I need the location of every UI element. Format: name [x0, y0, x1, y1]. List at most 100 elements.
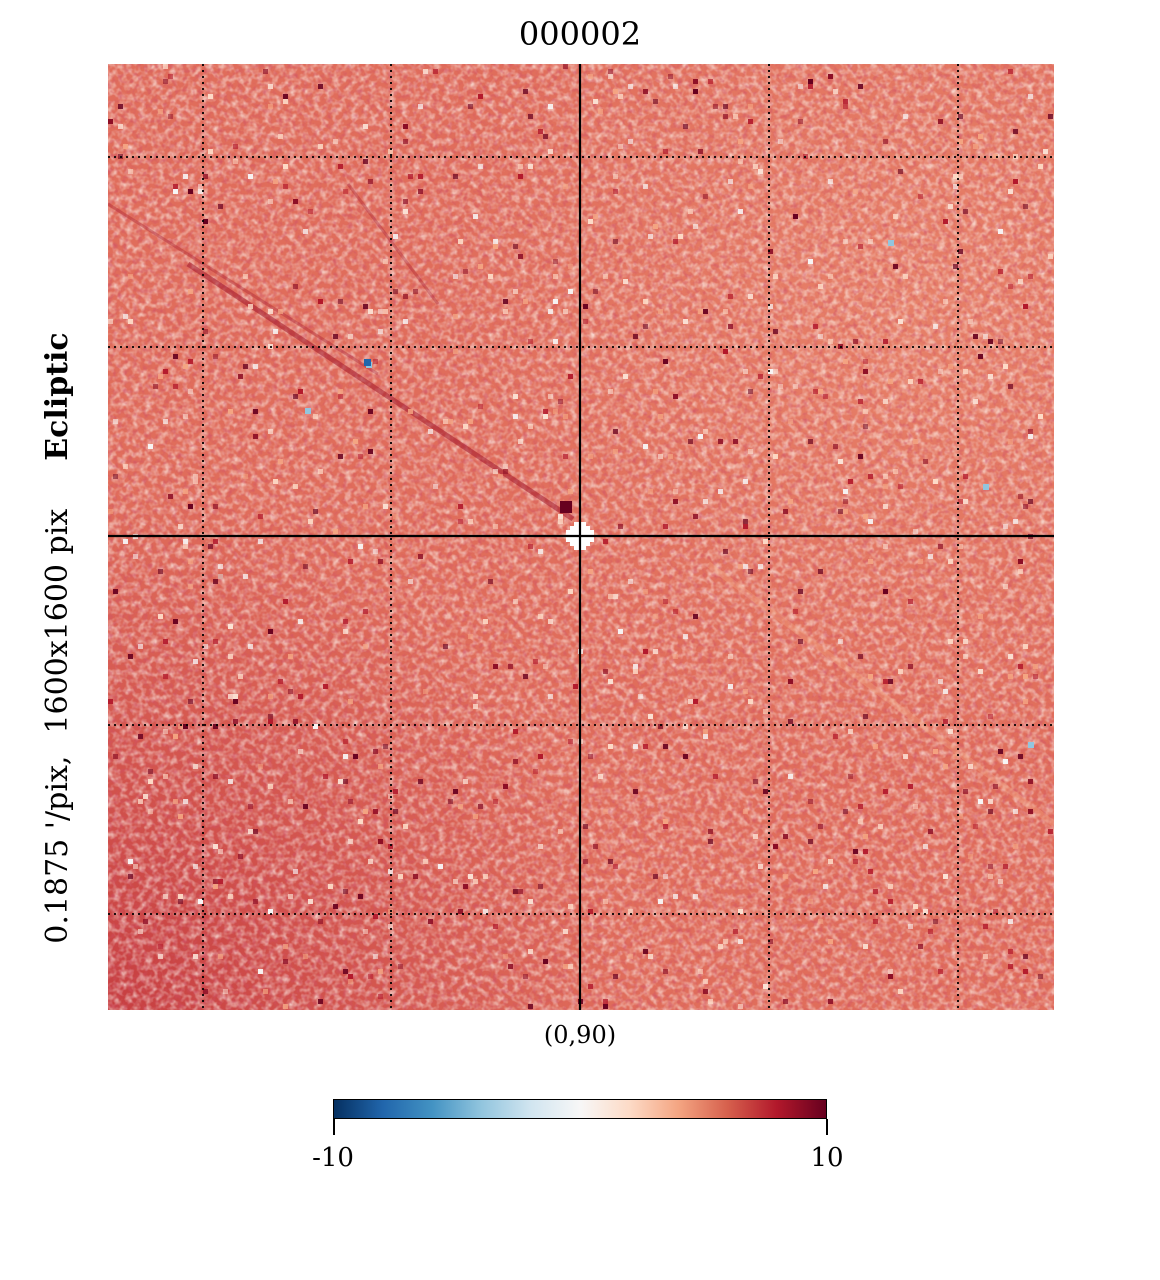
map-pixel: [163, 419, 168, 424]
map-pixel: [588, 754, 593, 759]
map-pixel: [973, 144, 978, 149]
map-pixel: [818, 284, 823, 289]
map-pixel: [453, 314, 458, 319]
map-pixel: [188, 389, 193, 394]
map-pixel: [253, 364, 258, 369]
map-pixel: [268, 309, 273, 314]
map-pixel: [503, 954, 508, 959]
map-pixel: [708, 839, 713, 844]
map-pixel: [853, 849, 858, 854]
map-pixel: [843, 489, 848, 494]
map-pixel: [478, 94, 483, 99]
map-pixel: [528, 164, 533, 169]
map-pixel: [543, 959, 548, 964]
map-pixel: [853, 859, 858, 864]
map-pixel: [958, 114, 963, 119]
map-pixel: [403, 294, 408, 299]
map-pixel: [743, 479, 748, 484]
map-pixel: [763, 789, 768, 794]
map-pixel: [1028, 94, 1033, 99]
map-pixel: [183, 724, 188, 729]
map-pixel: [623, 374, 628, 379]
map-pixel: [1023, 674, 1028, 679]
map-pixel: [348, 974, 353, 979]
map-pixel: [643, 89, 648, 94]
map-pixel: [563, 964, 568, 969]
map-pixel: [388, 869, 393, 874]
map-pixel: [268, 694, 273, 699]
map-pixel: [908, 924, 913, 929]
map-pixel: [853, 339, 858, 344]
map-pixel: [1028, 809, 1033, 814]
map-pixel: [368, 309, 373, 314]
map-pixel: [1023, 644, 1028, 649]
map-pixel: [293, 869, 298, 874]
map-pixel: [798, 589, 803, 594]
map-pixel: [998, 229, 1003, 234]
map-pixel: [528, 339, 533, 344]
map-pixel: [203, 644, 208, 649]
map-pixel: [518, 889, 523, 894]
map-pixel: [808, 84, 813, 89]
map-pixel: [633, 789, 638, 794]
map-pixel: [748, 389, 753, 394]
map-pixel: [828, 179, 833, 184]
map-pixel: [443, 644, 448, 649]
map-pixel: [618, 629, 623, 634]
map-pixel: [553, 259, 558, 264]
map-pixel: [653, 874, 658, 879]
map-pixel: [958, 174, 963, 179]
map-pixel: [603, 274, 608, 279]
map-pixel: [128, 859, 133, 864]
map-pixel: [883, 589, 888, 594]
map-pixel: [898, 169, 903, 174]
map-pixel: [423, 859, 428, 864]
map-pixel: [808, 259, 813, 264]
map-pixel: [283, 944, 288, 949]
map-pixel: [203, 989, 208, 994]
map-pixel: [823, 884, 828, 889]
map-pixel: [298, 694, 303, 699]
map-pixel: [738, 564, 743, 569]
map-pixel: [108, 319, 113, 324]
map-pixel: [1023, 204, 1028, 209]
map-pixel: [313, 414, 318, 419]
map-pixel: [518, 439, 523, 444]
map-pixel: [503, 309, 508, 314]
map-pixel: [1013, 129, 1018, 134]
map-pixel: [523, 89, 528, 94]
map-pixel: [543, 134, 548, 139]
map-pixel: [863, 369, 868, 374]
map-pixel: [918, 559, 923, 564]
map-pixel: [298, 619, 303, 624]
projection-info-label: 0.1875 '/pix, 1600x1600 pix Ecliptic: [40, 332, 76, 943]
map-pixel: [373, 549, 378, 554]
map-pixel: [278, 459, 283, 464]
map-pixel: [863, 944, 868, 949]
map-pixel: [278, 679, 283, 684]
map-pixel: [608, 389, 613, 394]
map-pixel: [478, 164, 483, 169]
map-pixel: [543, 409, 548, 414]
map-pixel: [408, 409, 413, 414]
map-pixel: [683, 754, 688, 759]
bright-pixels: [108, 64, 1053, 1009]
map-pixel: [1008, 439, 1013, 444]
map-pixel: [768, 304, 773, 309]
map-pixel: [243, 574, 248, 579]
map-pixel: [513, 244, 518, 249]
map-pixel: [253, 434, 258, 439]
map-pixel: [978, 354, 983, 359]
map-pixel: [218, 879, 223, 884]
map-pixel-blue: [305, 408, 311, 414]
map-pixel: [138, 644, 143, 649]
map-pixel: [173, 734, 178, 739]
map-pixel: [703, 499, 708, 504]
map-pixel: [748, 569, 753, 574]
map-pixel: [193, 954, 198, 959]
map-pixel: [868, 674, 873, 679]
map-pixel: [973, 334, 978, 339]
map-pixel: [213, 884, 218, 889]
map-pixel: [468, 104, 473, 109]
map-pixel: [723, 349, 728, 354]
